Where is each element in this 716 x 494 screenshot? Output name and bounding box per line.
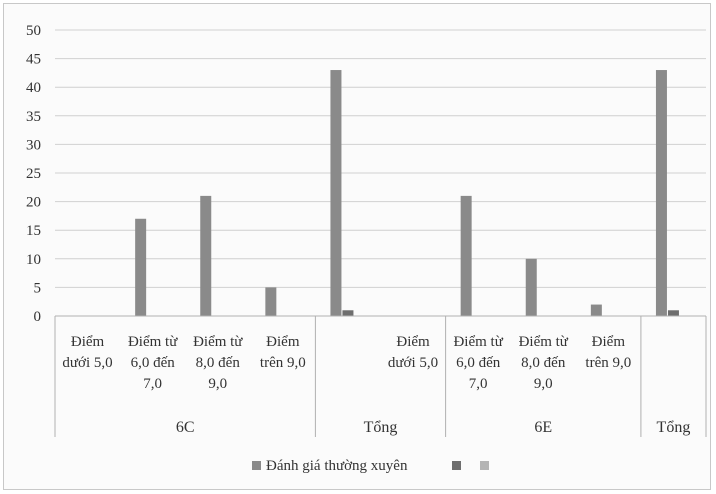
bar xyxy=(460,195,472,316)
category-label: dưới 5,0 xyxy=(388,355,438,371)
legend-swatch xyxy=(252,461,261,470)
group-label: 6C xyxy=(176,419,195,436)
y-tick-label: 5 xyxy=(34,280,42,296)
legend: Đánh giá thường xuyên xyxy=(252,458,489,474)
category-label: 6,0 đến xyxy=(456,355,501,371)
category-label: 7,0 xyxy=(143,376,162,392)
bar xyxy=(655,70,667,316)
group-label: Tổng xyxy=(364,419,398,436)
category-label: 9,0 xyxy=(208,376,227,392)
legend-swatch xyxy=(452,461,461,470)
gridlines xyxy=(55,29,706,317)
bar xyxy=(135,218,147,316)
category-label: Điểm từ xyxy=(193,334,243,350)
bar xyxy=(200,195,212,316)
y-tick-label: 25 xyxy=(26,166,41,182)
category-label: Điểm từ xyxy=(519,334,569,350)
y-tick-label: 0 xyxy=(34,309,42,325)
category-label: Điểm từ xyxy=(453,334,503,350)
bar xyxy=(342,310,354,316)
bar xyxy=(330,70,342,316)
category-label: 6,0 đến xyxy=(131,355,176,371)
category-label: 8,0 đến xyxy=(521,355,566,371)
group-label: 6E xyxy=(534,419,552,436)
category-label: 8,0 đến xyxy=(196,355,241,371)
y-tick-label: 50 xyxy=(26,23,41,39)
y-tick-label: 35 xyxy=(26,109,41,125)
bar xyxy=(590,304,602,316)
category-label: 7,0 xyxy=(469,376,488,392)
bars xyxy=(135,70,679,316)
bar xyxy=(265,287,277,316)
group-label: Tổng xyxy=(657,419,691,436)
category-label: Điểm từ xyxy=(128,334,178,350)
bar xyxy=(525,258,537,316)
y-tick-label: 40 xyxy=(26,80,41,96)
category-label: Điểm xyxy=(396,334,430,350)
category-label: trên 9,0 xyxy=(260,355,306,371)
y-tick-label: 45 xyxy=(26,52,41,68)
category-label: dưới 5,0 xyxy=(62,355,112,371)
category-label: Điểm xyxy=(266,334,300,350)
legend-swatch xyxy=(480,461,489,470)
y-tick-label: 30 xyxy=(26,137,41,153)
x-axis: Điểm dưới 5,0 Điểm từ 6,0 đến 7,0 Điểm từ 8,0 … xyxy=(54,315,707,437)
category-label: trên 9,0 xyxy=(585,355,631,371)
y-tick-label: 20 xyxy=(26,195,41,211)
category-label: Điểm xyxy=(71,334,105,350)
category-label: 9,0 xyxy=(534,376,553,392)
legend-label: Đánh giá thường xuyên xyxy=(266,458,408,474)
bar xyxy=(667,310,679,316)
category-label: Điểm xyxy=(592,334,626,350)
y-axis: 0 5 10 15 20 25 30 35 40 45 50 xyxy=(26,23,41,325)
y-tick-label: 10 xyxy=(26,252,41,268)
chart-frame xyxy=(3,3,711,490)
y-tick-label: 15 xyxy=(26,223,41,239)
